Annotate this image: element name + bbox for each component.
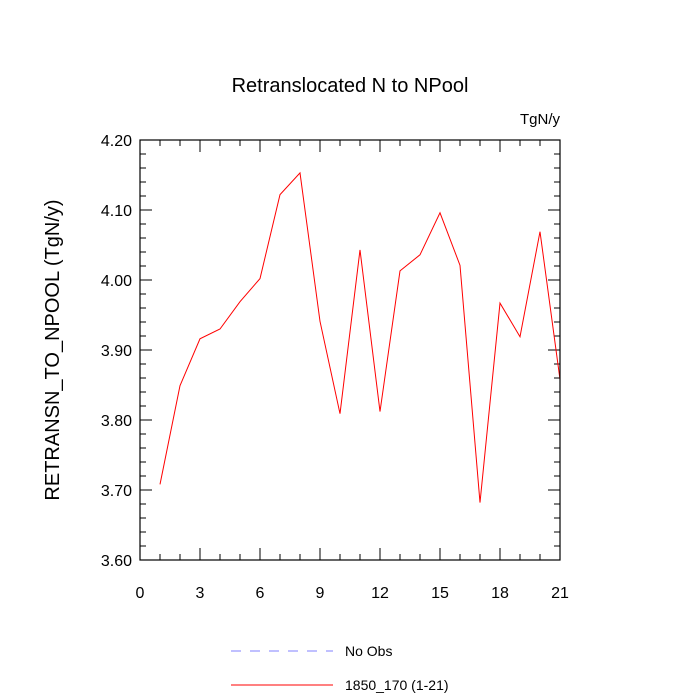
x-tick-label: 12 xyxy=(371,585,389,602)
x-tick-label: 18 xyxy=(491,585,509,602)
y-tick-label: 4.20 xyxy=(101,133,132,150)
series-line xyxy=(159,171,561,503)
legend-label: No Obs xyxy=(345,643,392,659)
x-tick-label: 9 xyxy=(316,585,325,602)
legend: No Obs 1850_170 (1-21) xyxy=(231,643,449,693)
x-tick-label: 6 xyxy=(256,585,265,602)
plot-frame xyxy=(139,139,561,561)
x-tick-label: 15 xyxy=(431,585,449,602)
y-tick-label: 3.90 xyxy=(101,343,132,360)
y-tick-label: 3.60 xyxy=(101,553,132,570)
y-tick-label: 3.80 xyxy=(101,413,132,430)
y-tick-label: 4.00 xyxy=(101,273,132,290)
axis-ticks: 0 3 6 9 12 15 18 21 3.60 3.70 3.80 3.90 4.00 4.10 4.20 xyxy=(101,133,569,602)
x-tick-label: 21 xyxy=(551,585,569,602)
x-tick-label: 3 xyxy=(196,585,205,602)
legend-label: 1850_170 (1-21) xyxy=(345,677,449,693)
x-tick-label: 0 xyxy=(136,585,145,602)
units-label: TgN/y xyxy=(520,111,561,128)
series-layer xyxy=(159,171,561,503)
chart-title: Retranslocated N to NPool xyxy=(232,75,469,97)
y-tick-label: 4.10 xyxy=(101,203,132,220)
y-tick-label: 3.70 xyxy=(101,483,132,500)
y-axis-label: RETRANSN_TO_NPOOL (TgN/y) xyxy=(42,199,64,500)
